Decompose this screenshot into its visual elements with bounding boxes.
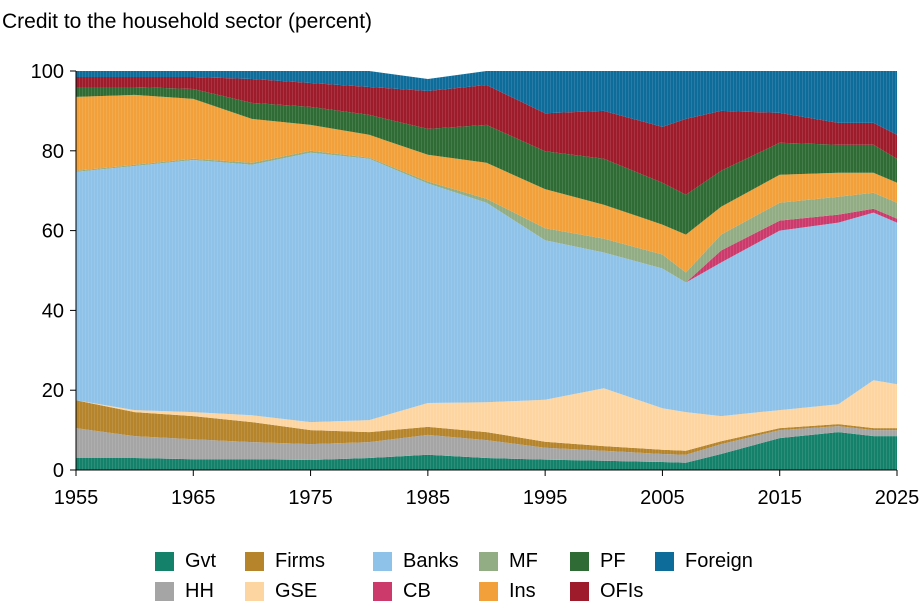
stacked-area-chart: 0 20 40 60 80 100 1955 1965 1975 1985 1995 2005 2015… [31, 61, 920, 509]
legend-item-firms: Firms [245, 546, 325, 576]
legend-swatch [655, 551, 674, 571]
area-firms [76, 400, 897, 455]
area-pf [76, 87, 897, 235]
legend-swatch [373, 581, 392, 601]
legend-item-gvt: Gvt [155, 546, 216, 576]
legend-swatch [155, 581, 174, 601]
x-tick-label: 2025 [875, 487, 920, 509]
area-hh [76, 426, 897, 463]
legend-label: GSE [275, 579, 318, 602]
legend-label: HH [185, 579, 214, 602]
legend-swatch [373, 551, 392, 571]
legend: Gvt Firms Banks MF PF Foreign HH GSE CB Ins OFIs [155, 546, 795, 606]
area-ins [76, 94, 897, 273]
y-tick-label: 20 [42, 380, 64, 402]
legend-swatch [155, 551, 174, 571]
area-foreign [76, 71, 897, 135]
stripe-texture [76, 71, 896, 470]
x-tick-label: 1985 [406, 487, 451, 509]
legend-label: CB [403, 579, 431, 602]
legend-item-mf: MF [479, 546, 538, 576]
y-tick-label: 80 [42, 141, 64, 163]
x-tick-label: 2005 [640, 487, 685, 509]
legend-label: Ins [509, 579, 536, 602]
legend-swatch [479, 581, 498, 601]
legend-item-banks: Banks [373, 546, 459, 576]
axes: 0 20 40 60 80 100 1955 1965 1975 1985 1995 2005 2015… [31, 61, 920, 509]
x-tick-label: 1965 [171, 487, 216, 509]
legend-label: OFIs [600, 579, 644, 602]
legend-swatch [479, 551, 498, 571]
area-gse [76, 380, 897, 451]
x-tick-label: 1975 [288, 487, 333, 509]
legend-label: Firms [275, 549, 325, 572]
legend-row-1: Gvt Firms Banks MF PF Foreign [155, 546, 795, 576]
legend-swatch [245, 581, 264, 601]
legend-item-ofis: OFIs [570, 576, 643, 606]
legend-label: PF [600, 549, 626, 572]
legend-item-hh: HH [155, 576, 214, 606]
area-series-group [76, 71, 897, 470]
legend-item-ins: Ins [479, 576, 536, 606]
legend-label: Banks [403, 549, 459, 572]
legend-item-pf: PF [570, 546, 626, 576]
y-tick-label: 0 [53, 460, 64, 482]
x-tick-label: 1955 [54, 487, 99, 509]
y-tick-label: 100 [31, 61, 64, 83]
area-banks [76, 152, 897, 423]
x-tick-label: 2015 [757, 487, 802, 509]
y-tick-label: 40 [42, 300, 64, 322]
legend-label: Gvt [185, 549, 217, 572]
y-tick-label: 60 [42, 221, 64, 243]
legend-item-foreign: Foreign [655, 546, 753, 576]
area-ofis [76, 77, 897, 195]
chart-title: Credit to the household sector (percent) [2, 10, 373, 33]
legend-item-cb: CB [373, 576, 431, 606]
legend-swatch [245, 551, 264, 571]
legend-swatch [570, 581, 589, 601]
area-gvt [76, 432, 897, 470]
legend-item-gse: GSE [245, 576, 317, 606]
legend-swatch [570, 551, 589, 571]
legend-row-2: HH GSE CB Ins OFIs [155, 576, 795, 606]
x-tick-label: 1995 [523, 487, 568, 509]
legend-label: MF [509, 549, 538, 572]
legend-label: Foreign [685, 549, 753, 572]
